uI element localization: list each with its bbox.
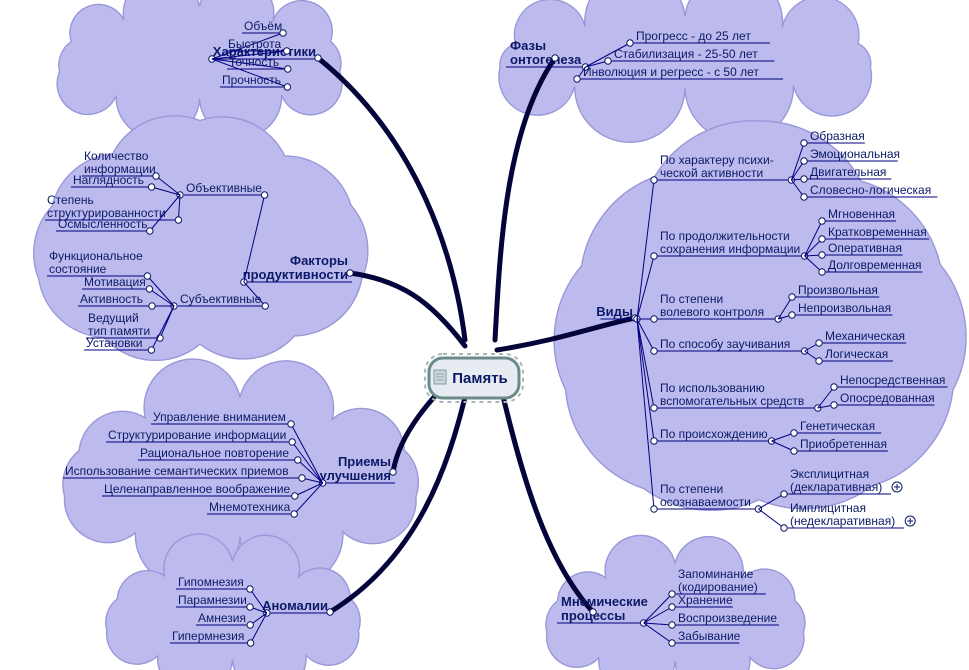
svg-text:Оперативная: Оперативная bbox=[828, 241, 902, 255]
svg-text:Парамнезии: Парамнезии bbox=[178, 593, 247, 607]
svg-text:Гипермнезия: Гипермнезия bbox=[172, 629, 244, 643]
svg-text:Рациональное повторение: Рациональное повторение bbox=[140, 446, 289, 460]
svg-text:Эксплицитная(декларативная): Эксплицитная(декларативная) bbox=[790, 467, 882, 494]
svg-text:Использование семантических пр: Использование семантических приемов bbox=[65, 464, 289, 478]
svg-text:Воспроизведение: Воспроизведение bbox=[678, 611, 777, 625]
svg-text:Кратковременная: Кратковременная bbox=[828, 225, 927, 239]
svg-text:Целенаправленное воображение: Целенаправленное воображение bbox=[104, 482, 291, 496]
svg-text:Установки: Установки bbox=[86, 336, 142, 350]
svg-text:Гипомнезия: Гипомнезия bbox=[178, 575, 244, 589]
svg-text:Мгновенная: Мгновенная bbox=[828, 207, 895, 221]
svg-text:Виды: Виды bbox=[596, 304, 633, 319]
svg-text:Стабилизация - 25-50 лет: Стабилизация - 25-50 лет bbox=[614, 47, 758, 61]
svg-text:По происхождению: По происхождению bbox=[660, 427, 768, 441]
svg-text:Словесно-логическая: Словесно-логическая bbox=[810, 183, 931, 197]
svg-text:Генетическая: Генетическая bbox=[800, 419, 875, 433]
svg-text:Прогресс - до 25 лет: Прогресс - до 25 лет bbox=[636, 29, 751, 43]
svg-text:Аномалии: Аномалии bbox=[262, 598, 328, 613]
svg-text:Хранение: Хранение bbox=[678, 593, 733, 607]
svg-text:По способу заучивания: По способу заучивания bbox=[660, 337, 790, 351]
svg-text:Двигательная: Двигательная bbox=[810, 165, 886, 179]
svg-text:Структурирование информации: Структурирование информации bbox=[108, 428, 286, 442]
svg-text:Объективные: Объективные bbox=[186, 181, 262, 195]
svg-text:Долговременная: Долговременная bbox=[828, 258, 922, 272]
svg-text:Мотивация: Мотивация bbox=[84, 275, 146, 289]
center-label: Память bbox=[452, 370, 508, 387]
svg-text:Субъективные: Субъективные bbox=[180, 292, 262, 306]
svg-text:Активность: Активность bbox=[80, 292, 143, 306]
svg-text:Имплицитная(недекларативная): Имплицитная(недекларативная) bbox=[790, 501, 895, 528]
svg-text:По характеру психи-ческой акти: По характеру психи-ческой активности bbox=[660, 153, 774, 180]
svg-text:По продолжительностисохранения: По продолжительностисохранения информаци… bbox=[660, 229, 800, 256]
svg-text:Механическая: Механическая bbox=[825, 329, 905, 343]
svg-text:Быстрота: Быстрота bbox=[228, 37, 281, 51]
svg-text:Количествоинформации: Количествоинформации bbox=[84, 149, 156, 176]
svg-text:Логическая: Логическая bbox=[825, 347, 888, 361]
svg-text:Опосредованная: Опосредованная bbox=[840, 391, 935, 405]
svg-text:Прочность: Прочность bbox=[222, 73, 281, 87]
svg-text:Наглядность: Наглядность bbox=[73, 173, 144, 187]
svg-text:Объём: Объём bbox=[244, 19, 282, 33]
svg-text:Эмоциональная: Эмоциональная bbox=[810, 147, 900, 161]
svg-text:Инволюция и регресс - с 50 лет: Инволюция и регресс - с 50 лет bbox=[583, 65, 759, 79]
svg-text:Приобретенная: Приобретенная bbox=[800, 437, 887, 451]
svg-text:Непосредственная: Непосредственная bbox=[840, 373, 945, 387]
svg-text:Образная: Образная bbox=[810, 129, 865, 143]
svg-text:Мнемотехника: Мнемотехника bbox=[209, 500, 291, 514]
svg-text:Управление вниманием: Управление вниманием bbox=[153, 410, 286, 424]
svg-text:Забывание: Забывание bbox=[678, 629, 741, 643]
svg-text:Амнезия: Амнезия bbox=[198, 611, 246, 625]
svg-text:Произвольная: Произвольная bbox=[798, 283, 878, 297]
svg-text:Запоминание(кодирование): Запоминание(кодирование) bbox=[678, 567, 758, 594]
svg-text:Осмысленность: Осмысленность bbox=[58, 217, 148, 231]
svg-text:Непроизвольная: Непроизвольная bbox=[798, 301, 891, 315]
